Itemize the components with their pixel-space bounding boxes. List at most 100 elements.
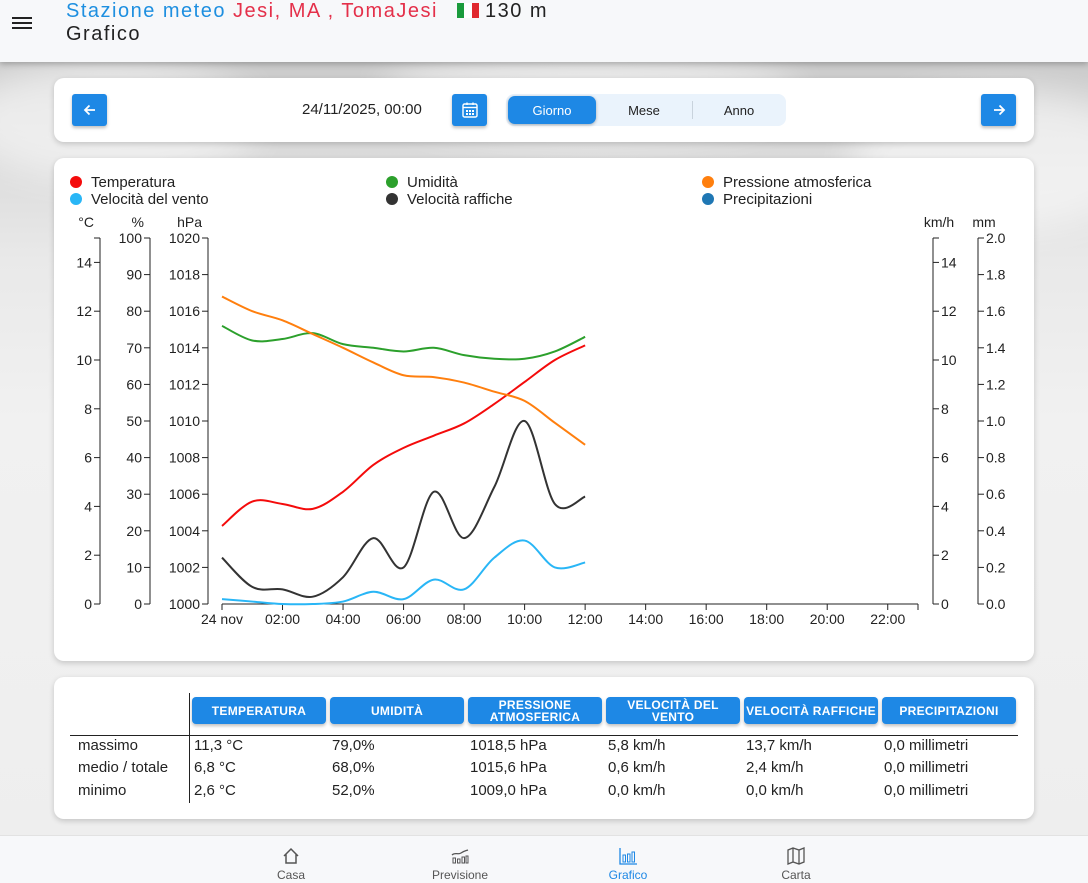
hamburger-icon — [12, 17, 32, 19]
rain-tick-label: 0.4 — [986, 523, 1006, 539]
hamburger-icon-line — [12, 27, 32, 29]
rain-tick-label: 0.8 — [986, 450, 1006, 466]
series-line-umidit- — [221, 324, 586, 361]
legend-label: Precipitazioni — [723, 191, 813, 208]
bar-chart-icon — [619, 848, 637, 865]
wind-tick-label: 10 — [941, 352, 957, 368]
legend-label: Umidità — [407, 174, 458, 191]
table-cell: 2,6 °C — [194, 782, 236, 799]
hum-tick-label: 40 — [126, 450, 142, 466]
table-cell: 0,0 millimetri — [884, 782, 969, 799]
press-tick-label: 1008 — [169, 450, 200, 466]
rain-tick-label: 0.6 — [986, 486, 1006, 502]
temp-tick-label: 6 — [84, 450, 92, 466]
menu-button[interactable] — [12, 14, 32, 30]
tab-anno[interactable]: Anno — [723, 102, 755, 118]
page-title: Grafico — [66, 23, 141, 45]
table-header-divider — [70, 735, 1018, 736]
date-navigation-card: 24/11/2025, 00:00 Giorno Mese Anno — [54, 78, 1034, 142]
calendar-icon — [461, 102, 478, 118]
weather-chart: 02468101214°C0102030405060708090100%1000… — [76, 214, 1006, 627]
table-cell: 68,0% — [332, 759, 375, 776]
series-line-temperatura — [221, 344, 586, 527]
home-icon — [283, 847, 299, 864]
x-tick-label: 14:00 — [628, 611, 663, 627]
column-header-button[interactable]: UMIDITÀ — [330, 697, 464, 724]
x-tick-label: 08:00 — [447, 611, 482, 627]
press-tick-label: 1002 — [169, 559, 200, 575]
legend-dot-icon — [70, 193, 82, 205]
table-cell: 5,8 km/h — [608, 737, 666, 754]
row-label: massimo — [78, 737, 139, 754]
rain-tick-label: 1.0 — [986, 413, 1006, 429]
series-line-velocit-del-vento — [221, 539, 586, 606]
column-header-button[interactable]: VELOCITÀ DEL VENTO — [606, 697, 740, 724]
legend-temperatura[interactable]: Temperatura — [70, 174, 175, 191]
hum-tick-label: 80 — [126, 303, 142, 319]
temp-tick-label: 4 — [84, 498, 92, 514]
bottom-navigation: Casa Previsione Grafico Carta — [0, 835, 1088, 883]
press-tick-label: 1018 — [169, 267, 200, 283]
legend-label: Velocità del vento — [91, 191, 209, 208]
table-cell: 1015,6 hPa — [470, 759, 547, 776]
nav-carta[interactable]: Carta — [751, 846, 841, 882]
legend-dot-icon — [702, 176, 714, 188]
column-header-button[interactable]: PRECIPITAZIONI — [882, 697, 1016, 724]
x-tick-label: 24 nov — [201, 611, 243, 627]
legend-dot-icon — [70, 176, 82, 188]
tab-giorno[interactable]: Giorno — [508, 96, 596, 124]
nav-label: Previsione — [431, 868, 489, 882]
wind-axis-title: km/h — [924, 214, 954, 230]
calendar-button[interactable] — [452, 94, 487, 126]
station-title: Stazione meteo Jesi, MA , TomaJesi 130 m — [66, 0, 548, 23]
legend-label: Temperatura — [91, 174, 176, 191]
table-cell: 79,0% — [332, 737, 375, 754]
press-tick-label: 1010 — [169, 413, 200, 429]
arrow-left-icon — [83, 104, 95, 116]
legend-pressione[interactable]: Pressione atmosferica — [702, 174, 871, 191]
row-label: minimo — [78, 782, 127, 799]
legend-umidita[interactable]: Umidità — [386, 174, 458, 191]
arrow-right-icon — [993, 104, 1005, 116]
tab-mese[interactable]: Mese — [628, 102, 660, 118]
column-header-button[interactable]: VELOCITÀ RAFFICHE — [744, 697, 878, 724]
wind-tick-label: 2 — [941, 547, 949, 563]
next-button[interactable] — [981, 94, 1016, 126]
press-axis-title: hPa — [177, 214, 202, 230]
temp-tick-label: 14 — [76, 254, 92, 270]
italy-flag-icon — [456, 1, 479, 18]
table-cell: 6,8 °C — [194, 759, 236, 776]
rain-tick-label: 0.2 — [986, 559, 1006, 575]
legend-velocita-raffiche[interactable]: Velocità raffiche — [386, 191, 513, 208]
legend-velocita-vento[interactable]: Velocità del vento — [70, 191, 209, 208]
previous-button[interactable] — [72, 94, 107, 126]
press-tick-label: 1016 — [169, 303, 200, 319]
temp-tick-label: 8 — [84, 401, 92, 417]
row-label: medio / totale — [78, 759, 169, 776]
divider — [692, 101, 693, 119]
station-name: Jesi, MA , TomaJesi — [233, 0, 438, 22]
hum-tick-label: 100 — [119, 230, 143, 246]
press-tick-label: 1014 — [169, 340, 200, 356]
legend-precipitazioni[interactable]: Precipitazioni — [702, 191, 812, 208]
nav-label: Carta — [781, 868, 811, 882]
x-tick-label: 06:00 — [386, 611, 421, 627]
nav-grafico[interactable]: Grafico — [583, 846, 673, 882]
temp-tick-label: 12 — [76, 303, 92, 319]
x-tick-label: 20:00 — [810, 611, 845, 627]
nav-casa[interactable]: Casa — [246, 846, 336, 882]
column-header-button[interactable]: PRESSIONE ATMOSFERICA — [468, 697, 602, 724]
nav-label: Casa — [276, 868, 305, 882]
hum-tick-label: 60 — [126, 376, 142, 392]
table-cell: 0,0 millimetri — [884, 737, 969, 754]
column-header-button[interactable]: TEMPERATURA — [192, 697, 326, 724]
rain-tick-label: 1.8 — [986, 267, 1006, 283]
x-tick-label: 16:00 — [689, 611, 724, 627]
rain-tick-label: 1.6 — [986, 303, 1006, 319]
nav-label: Grafico — [608, 868, 648, 882]
hum-tick-label: 30 — [126, 486, 142, 502]
x-tick-label: 18:00 — [749, 611, 784, 627]
nav-previsione[interactable]: Previsione — [415, 846, 505, 882]
map-icon — [787, 847, 805, 865]
hum-tick-label: 20 — [126, 523, 142, 539]
